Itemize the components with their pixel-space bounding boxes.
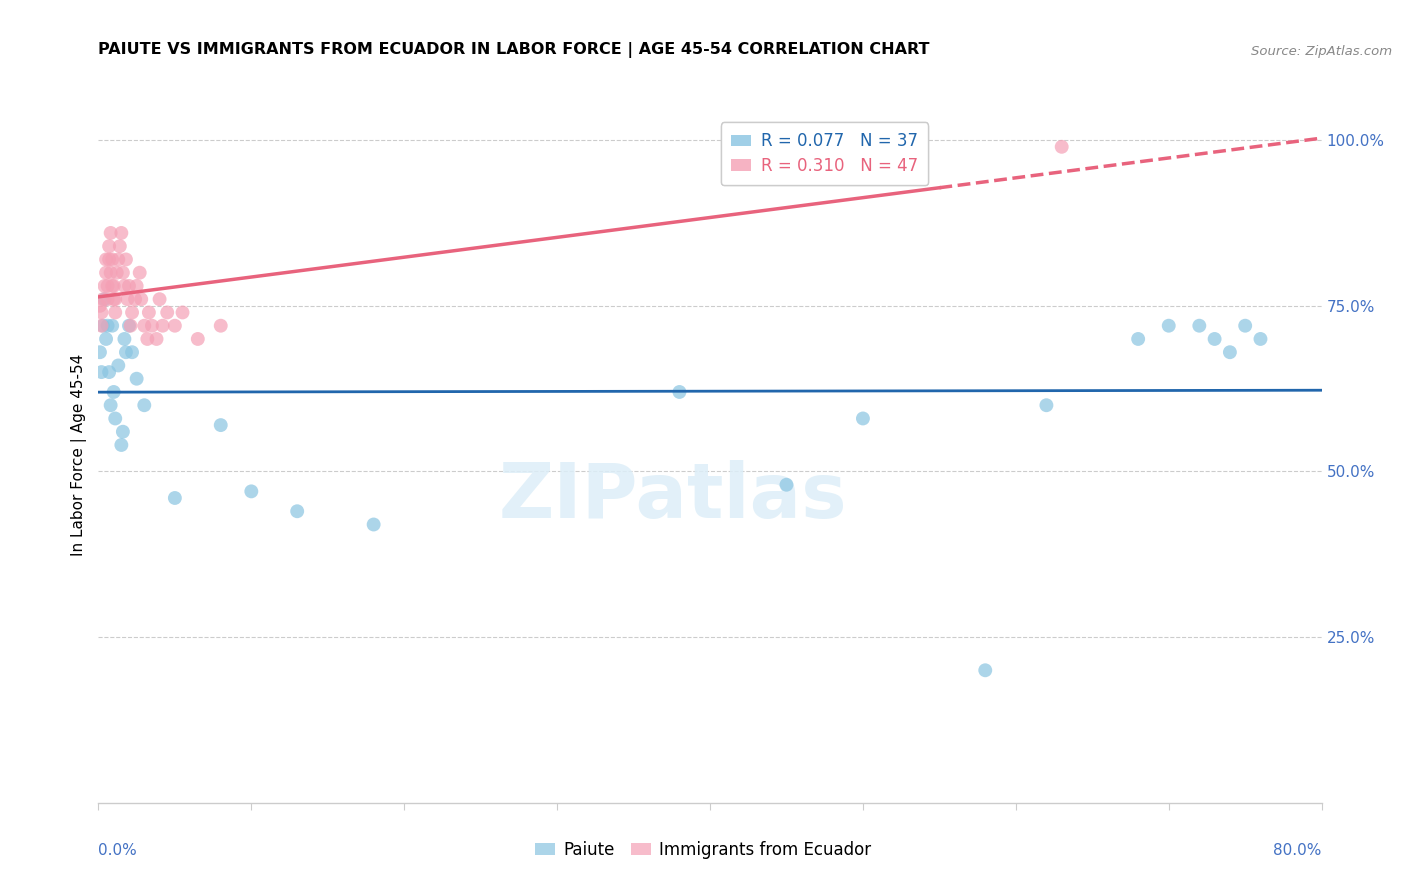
Point [98, 239, 121, 253]
Point [97, 318, 120, 333]
Point [172, 305, 194, 319]
Text: 80.0%: 80.0% [1274, 843, 1322, 858]
Point [1188, 318, 1211, 333]
Point [209, 318, 232, 333]
Point [1035, 398, 1057, 412]
Point [112, 332, 135, 346]
Point [90, 318, 112, 333]
Point [134, 318, 156, 333]
Point [152, 318, 174, 333]
Point [852, 411, 875, 425]
Legend: R = 0.077   N = 37, R = 0.310   N = 47: R = 0.077 N = 37, R = 0.310 N = 47 [721, 122, 928, 185]
Point [112, 279, 135, 293]
Point [111, 266, 134, 280]
Point [100, 226, 122, 240]
Point [118, 318, 141, 333]
Y-axis label: In Labor Force | Age 45-54: In Labor Force | Age 45-54 [70, 354, 87, 556]
Point [187, 332, 209, 346]
Point [156, 305, 179, 319]
Point [141, 318, 163, 333]
Point [105, 266, 128, 280]
Point [97, 292, 120, 306]
Point [101, 318, 124, 333]
Point [128, 266, 150, 280]
Point [1050, 140, 1073, 154]
Point [118, 279, 141, 293]
Point [115, 252, 138, 267]
Point [363, 517, 385, 532]
Point [110, 438, 132, 452]
Point [100, 398, 122, 412]
Point [94, 332, 117, 346]
Point [1234, 318, 1257, 333]
Point [121, 345, 143, 359]
Point [108, 239, 131, 253]
Point [104, 411, 127, 425]
Point [93, 279, 115, 293]
Point [121, 305, 143, 319]
Text: Source: ZipAtlas.com: Source: ZipAtlas.com [1251, 45, 1392, 58]
Point [90, 305, 112, 319]
Point [1204, 332, 1226, 346]
Point [145, 332, 167, 346]
Point [111, 425, 134, 439]
Point [90, 365, 112, 379]
Legend: Paiute, Immigrants from Ecuador: Paiute, Immigrants from Ecuador [527, 835, 879, 866]
Text: ZIPatlas: ZIPatlas [499, 459, 848, 533]
Point [120, 318, 142, 333]
Point [1219, 345, 1241, 359]
Point [149, 292, 172, 306]
Point [1249, 332, 1271, 346]
Point [97, 279, 120, 293]
Point [163, 491, 186, 505]
Point [1128, 332, 1150, 346]
Point [974, 663, 997, 677]
Point [107, 359, 129, 373]
Point [775, 477, 797, 491]
Point [103, 279, 125, 293]
Text: PAIUTE VS IMMIGRANTS FROM ECUADOR IN LABOR FORCE | AGE 45-54 CORRELATION CHART: PAIUTE VS IMMIGRANTS FROM ECUADOR IN LAB… [98, 42, 929, 58]
Point [117, 292, 139, 306]
Point [115, 345, 138, 359]
Point [124, 292, 146, 306]
Point [107, 252, 129, 267]
Point [104, 305, 127, 319]
Point [209, 418, 232, 433]
Point [94, 266, 117, 280]
Point [1157, 318, 1180, 333]
Point [103, 292, 125, 306]
Text: 0.0%: 0.0% [98, 843, 138, 858]
Point [91, 318, 114, 333]
Point [98, 365, 121, 379]
Point [101, 279, 124, 293]
Point [103, 384, 125, 399]
Point [163, 318, 186, 333]
Point [125, 372, 148, 386]
Point [240, 484, 263, 499]
Point [129, 292, 152, 306]
Point [91, 292, 114, 306]
Point [668, 384, 690, 399]
Point [101, 252, 124, 267]
Point [110, 226, 132, 240]
Point [94, 252, 117, 267]
Point [104, 292, 127, 306]
Point [98, 252, 121, 267]
Point [134, 398, 156, 412]
Point [285, 504, 308, 518]
Point [138, 305, 160, 319]
Point [93, 292, 115, 306]
Point [89, 299, 111, 313]
Point [125, 279, 148, 293]
Point [100, 266, 122, 280]
Point [136, 332, 159, 346]
Point [89, 345, 111, 359]
